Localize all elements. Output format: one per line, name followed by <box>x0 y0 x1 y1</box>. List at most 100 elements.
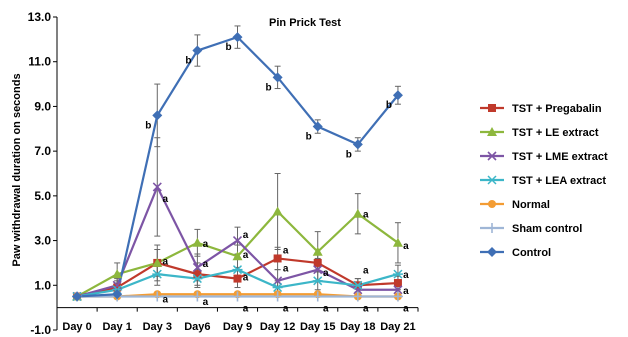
significance-letter: a <box>403 286 409 297</box>
significance-letter: a <box>243 230 249 241</box>
significance-letter: a <box>323 268 329 279</box>
significance-letter: a <box>283 304 289 315</box>
y-tick-label: 5.0 <box>34 189 51 203</box>
diamond-marker <box>312 121 323 132</box>
series-markers <box>72 32 403 302</box>
significance-letter: a <box>203 297 209 308</box>
plus-marker <box>272 291 283 302</box>
x-tick-label: Day 3 <box>143 321 172 333</box>
triangle-marker <box>352 208 363 218</box>
y-tick-label: 9.0 <box>34 99 51 113</box>
significance-letter: a <box>243 250 249 261</box>
significance-letter: a <box>363 210 369 221</box>
y-tick-label: 11.0 <box>28 55 51 69</box>
legend-label: TST + Pregabalin <box>512 103 602 115</box>
significance-letter: a <box>403 304 409 315</box>
y-tick-label: 13.0 <box>28 10 52 24</box>
diamond-marker <box>152 110 163 121</box>
significance-letter: a <box>363 266 369 277</box>
plus-marker <box>352 291 363 302</box>
legend-label: Control <box>512 247 551 259</box>
legend-label: TST + LME extract <box>512 151 608 163</box>
plus-marker <box>392 291 403 302</box>
diamond-marker <box>392 90 403 101</box>
triangle-marker <box>487 127 497 136</box>
star-marker <box>192 274 203 284</box>
diamond-marker <box>352 139 363 150</box>
triangle-marker <box>112 269 123 279</box>
axes: -1.0 1.0 3.0 5.0 7.0 9.0 11.0 13.0 Day 0 Day 1 Day… <box>28 10 419 337</box>
chart-title: Pin Prick Test <box>269 17 341 29</box>
x-marker <box>152 182 162 192</box>
significance-letter: a <box>243 272 249 283</box>
legend-label: TST + LEA extract <box>512 175 606 187</box>
square-marker <box>113 283 122 292</box>
star-marker <box>487 175 497 185</box>
plus-marker <box>312 291 323 302</box>
diamond-marker <box>232 32 243 43</box>
significance-letter: a <box>403 270 409 281</box>
x-marker <box>232 236 243 246</box>
x-tick-label: Day 15 <box>300 321 335 333</box>
triangle-marker <box>312 246 323 256</box>
plus-marker <box>192 291 203 302</box>
x-tick-label: Day 12 <box>260 321 295 333</box>
legend-label: Normal <box>512 199 550 211</box>
significance-letter: a <box>162 257 168 268</box>
diamond-marker <box>272 72 283 83</box>
x-marker <box>192 262 202 272</box>
square-marker <box>233 274 242 283</box>
star-marker <box>232 265 243 275</box>
y-tick-label: 3.0 <box>34 234 51 248</box>
star-marker <box>312 276 323 286</box>
significance-letter: a <box>243 304 249 315</box>
y-tick-label: 7.0 <box>34 144 51 158</box>
x-tick-label: Day 0 <box>62 321 91 333</box>
triangle-marker <box>232 251 243 261</box>
x-tick-label: Day 9 <box>223 321 252 333</box>
x-tick-label: Day6 <box>184 321 210 333</box>
triangle-marker <box>272 206 283 216</box>
significance-letter: a <box>162 194 168 205</box>
significance-letter: b <box>225 42 231 53</box>
circle-marker <box>488 200 496 208</box>
plus-marker <box>487 223 497 233</box>
significance-letter: a <box>203 239 209 250</box>
x-tick-label: Day 18 <box>340 321 375 333</box>
significance-letter: a <box>403 241 409 252</box>
x-marker <box>393 285 403 295</box>
square-marker <box>313 258 322 267</box>
x-marker <box>313 265 323 275</box>
square-marker <box>393 279 402 288</box>
x-tick-label: Day 21 <box>380 321 415 333</box>
significance-letter: a <box>162 295 168 306</box>
square-marker <box>273 254 282 263</box>
x-marker <box>487 151 497 161</box>
significance-letter: a <box>203 259 209 270</box>
legend-label: Sham control <box>512 223 582 235</box>
x-marker <box>273 276 283 286</box>
significance-letter: a <box>363 304 369 315</box>
significance-letter: b <box>306 131 312 142</box>
legend: TST + Pregabalin TST + LE extract TST + LM… <box>480 103 608 259</box>
significance-letter: a <box>283 246 289 257</box>
star-marker <box>152 269 163 279</box>
significance-letter: b <box>145 120 151 131</box>
diamond-marker <box>192 45 203 56</box>
significance-letter: b <box>346 149 352 160</box>
triangle-marker <box>192 237 203 247</box>
y-axis-label: Paw withdrawal duration on seconds <box>11 73 23 266</box>
significance-letter: b <box>185 55 191 66</box>
significance-letter: a <box>323 304 329 315</box>
square-marker <box>193 270 202 279</box>
diamond-marker <box>112 289 123 300</box>
significance-letter: b <box>266 82 272 93</box>
star-marker <box>272 282 283 293</box>
y-tick-label: -1.0 <box>30 323 51 337</box>
triangle-marker <box>152 257 163 267</box>
significance-letter: b <box>386 100 392 111</box>
triangle-marker <box>392 237 403 247</box>
x-tick-label: Day 1 <box>102 321 131 333</box>
